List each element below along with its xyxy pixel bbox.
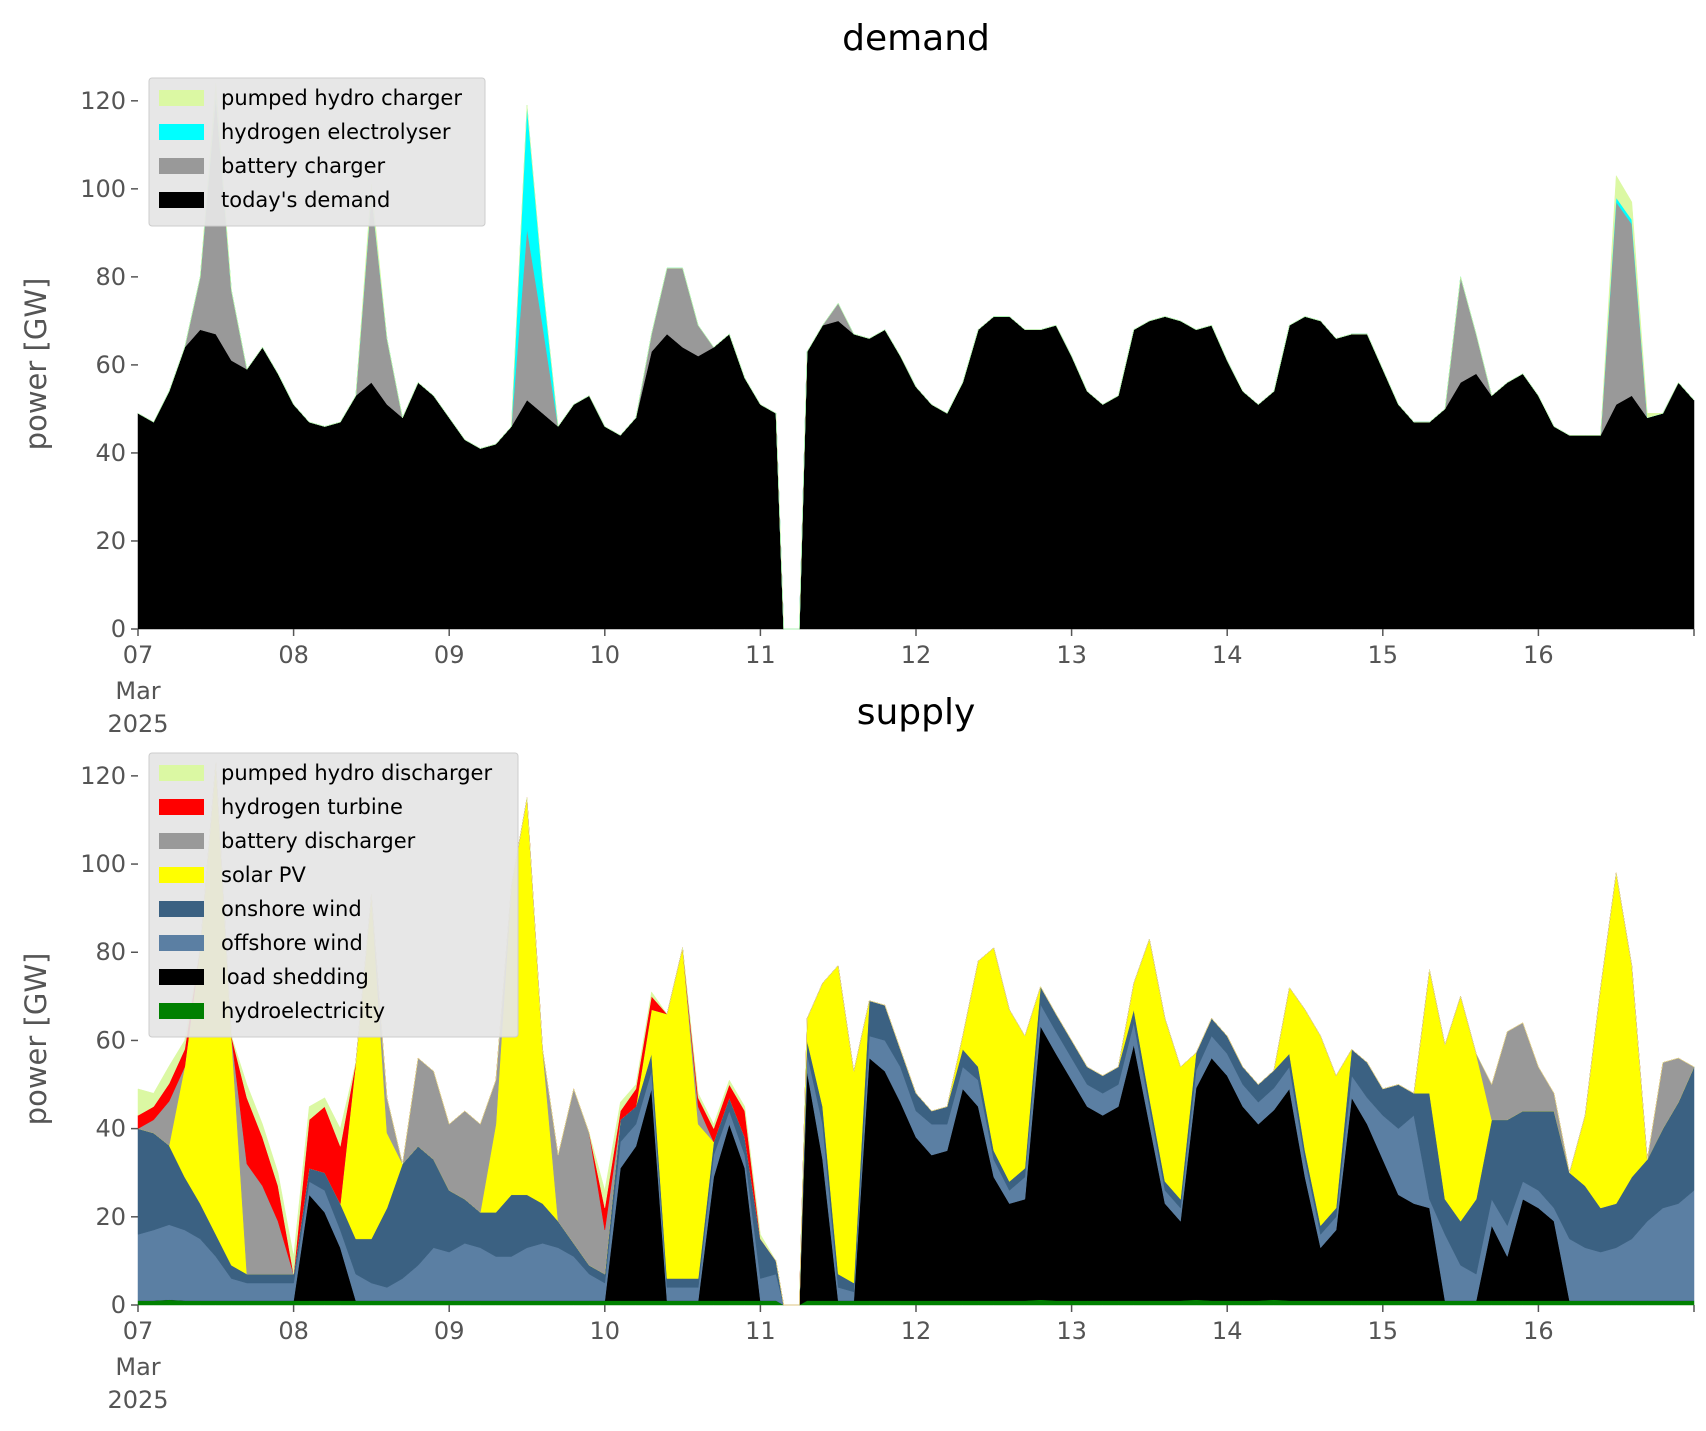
legend-label: battery charger: [221, 154, 386, 178]
y-tick-label: 0: [111, 615, 126, 643]
x-tick-label: 12: [901, 641, 932, 669]
y-tick-label: 100: [80, 850, 126, 878]
area-pumped-hydro-charger: [137, 83, 1695, 630]
legend-swatch-battery-discharger: [159, 833, 204, 849]
legend-swatch-hydroelectricity: [159, 1003, 204, 1019]
demand-plot-area: 0 20 40 60 80 100 120 07 08 09 10 11 12 13 14 15 16 Mar 20…: [80, 77, 1695, 738]
y-tick-label: 80: [95, 263, 126, 291]
y-tick-label: 60: [95, 1026, 126, 1054]
area-pumped-hydro-discharger: [137, 762, 1695, 1306]
legend-label: offshore wind: [221, 931, 363, 955]
y-tick-label: 20: [95, 527, 126, 555]
y-tick-label: 40: [95, 439, 126, 467]
legend-label: onshore wind: [221, 897, 362, 921]
x-tick-label: 10: [590, 1317, 621, 1345]
y-tick-label: 100: [80, 175, 126, 203]
legend-swatch-hydrogen-electrolyser: [159, 124, 204, 140]
supply-panel: supply power [GW] 0 20 40 60 80 100 120 07 08 09 1…: [19, 692, 1695, 1414]
legend-box: [148, 77, 486, 227]
x-tick-sublabel: 2025: [107, 1386, 168, 1414]
x-tick-sublabel: 2025: [107, 710, 168, 738]
legend-label: hydrogen turbine: [221, 795, 403, 819]
x-tick-label: 07: [123, 1317, 154, 1345]
x-tick-label: 14: [1212, 1317, 1243, 1345]
x-tick-label: 08: [278, 641, 309, 669]
x-tick-label: 08: [278, 1317, 309, 1345]
x-tick-label: 14: [1212, 641, 1243, 669]
legend-swatch-onshore-wind: [159, 901, 204, 917]
legend-box: [148, 752, 519, 1038]
legend-swatch-pumped-hydro-discharger: [159, 765, 204, 781]
legend-swatch-pumped-hydro-charger: [159, 90, 204, 106]
x-tick-label: 10: [590, 641, 621, 669]
legend-swatch-battery-charger: [159, 158, 204, 174]
x-tick-label: 12: [901, 1317, 932, 1345]
supply-y-axis-label: power [GW]: [19, 953, 53, 1126]
y-tick-label: 40: [95, 1115, 126, 1143]
x-tick-label: 09: [434, 641, 465, 669]
legend-swatch-solar-pv: [159, 867, 204, 883]
y-tick-label: 0: [111, 1291, 126, 1319]
y-tick-label: 80: [95, 938, 126, 966]
x-tick-label: 09: [434, 1317, 465, 1345]
legend-label: battery discharger: [221, 829, 416, 853]
x-tick-label: 15: [1368, 641, 1399, 669]
legend-swatch-hydrogen-turbine: [159, 799, 204, 815]
legend-swatch-load-shedding: [159, 969, 204, 985]
x-tick-label: 13: [1056, 641, 1087, 669]
supply-plot-area: 0 20 40 60 80 100 120 07 08 09 10 11 12 13 14 15 16 Mar 20…: [80, 752, 1695, 1414]
supply-title: supply: [857, 692, 976, 733]
x-tick-label: 16: [1523, 1317, 1554, 1345]
x-tick-label: 11: [745, 641, 776, 669]
legend-swatch-offshore-wind: [159, 935, 204, 951]
x-tick-sublabel: Mar: [115, 1353, 160, 1381]
y-tick-label: 120: [80, 87, 126, 115]
legend-label: today's demand: [221, 188, 390, 212]
demand-y-axis-label: power [GW]: [19, 278, 53, 451]
legend-label: solar PV: [221, 863, 306, 887]
x-tick-label: 16: [1523, 641, 1554, 669]
legend-label: load shedding: [221, 965, 369, 989]
x-tick-label: 07: [123, 641, 154, 669]
legend-label: pumped hydro discharger: [221, 761, 492, 785]
legend-label: pumped hydro charger: [221, 86, 462, 110]
y-tick-label: 120: [80, 762, 126, 790]
legend: pumped hydro discharger hydrogen turbine b…: [148, 752, 519, 1038]
legend: pumped hydro charger hydrogen electrolyse…: [148, 77, 486, 227]
demand-panel: demand power [GW] 0 20 40 60 80 100 120 07 08 09 1…: [19, 18, 1695, 738]
legend-swatch-today-s-demand: [159, 192, 204, 208]
y-tick-label: 20: [95, 1203, 126, 1231]
demand-title: demand: [842, 18, 990, 59]
y-tick-label: 60: [95, 351, 126, 379]
x-tick-label: 11: [745, 1317, 776, 1345]
x-tick-label: 15: [1368, 1317, 1399, 1345]
legend-label: hydrogen electrolyser: [221, 120, 451, 144]
legend-label: hydroelectricity: [221, 999, 385, 1023]
x-tick-label: 13: [1056, 1317, 1087, 1345]
x-tick-sublabel: Mar: [115, 677, 160, 705]
